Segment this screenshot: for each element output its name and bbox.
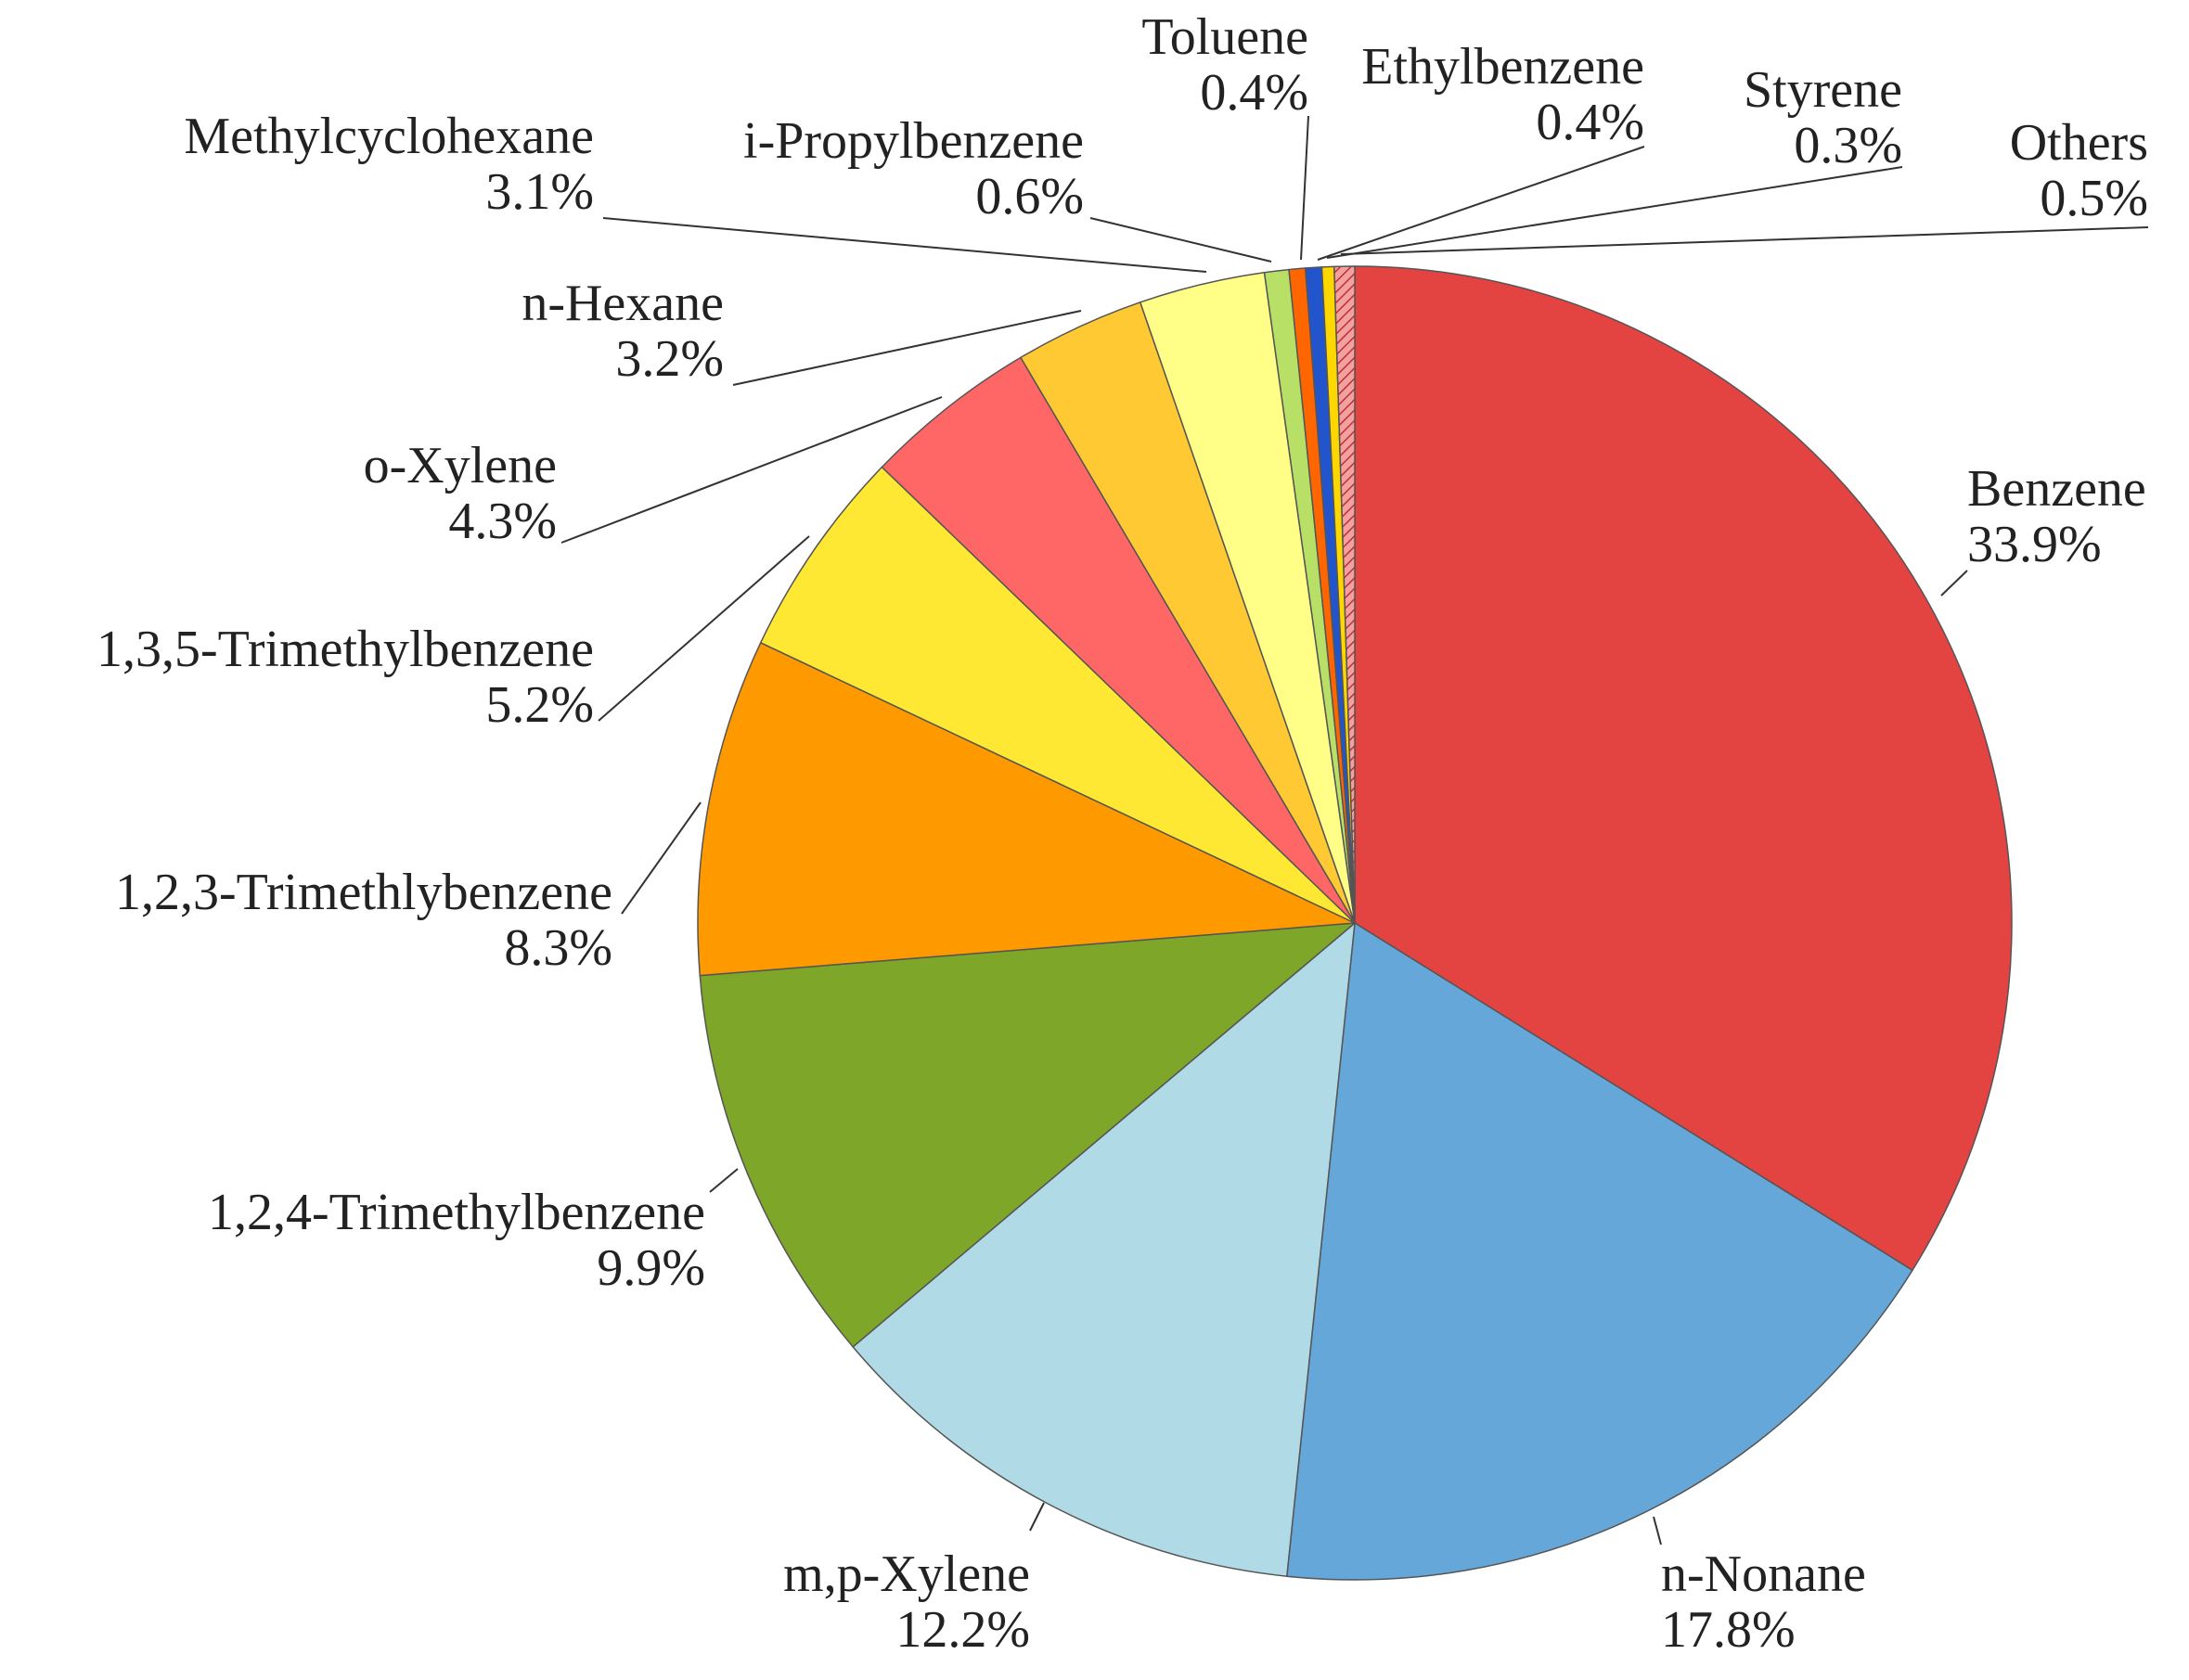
slice-percent-label: 8.3% — [504, 919, 612, 977]
slice-percent-label: 0.3% — [1794, 117, 1902, 174]
pie-slice-n-nonane — [1285, 921, 1913, 1581]
slice-label: Styrene — [1744, 61, 1902, 119]
pie-slice-m-p-xylene — [852, 921, 1356, 1578]
slice-label: Benzene — [1967, 460, 2146, 518]
leader-line — [709, 1168, 739, 1193]
leader-line — [1326, 166, 1903, 259]
slice-label: m,p-Xylene — [783, 1545, 1030, 1603]
slice-percent-label: 0.6% — [975, 168, 1084, 225]
leader-line — [598, 535, 810, 722]
leader-line — [602, 217, 1207, 273]
leader-line — [621, 802, 702, 915]
pie-slice-1-2-4-trimethylbenzene — [699, 922, 1358, 1348]
slice-percent-label: 12.2% — [895, 1601, 1030, 1659]
slice-label: i-Propylbenzene — [743, 112, 1084, 170]
slice-percent-label: 9.9% — [597, 1239, 705, 1297]
pie-slice-benzene — [1354, 265, 2013, 1272]
leader-line — [1940, 570, 1968, 596]
slice-percent-label: 0.5% — [2040, 170, 2148, 227]
pie-slice-1-3-5-trimethylbenzene — [759, 466, 1356, 924]
leader-line — [1300, 115, 1309, 261]
leader-line — [732, 310, 1082, 386]
leader-line — [1340, 226, 2149, 255]
leader-line — [1029, 1502, 1045, 1532]
pie-slice-o-xylene — [881, 356, 1356, 924]
slice-label: Ethylbenzene — [1361, 38, 1644, 96]
slice-percent-label: 17.8% — [1661, 1601, 1796, 1659]
pie-slice-1-2-3-trimethlybenzene — [697, 641, 1358, 977]
leader-line — [1653, 1516, 1662, 1545]
slice-percent-label: 0.4% — [1536, 94, 1644, 151]
slice-percent-label: 5.2% — [485, 676, 594, 734]
slice-percent-label: 4.3% — [448, 493, 557, 550]
slice-percent-label: 3.1% — [485, 163, 594, 221]
slice-label: Others — [2010, 114, 2148, 172]
leader-line — [1089, 217, 1272, 263]
slice-label: Methylcyclohexane — [184, 108, 594, 165]
slice-percent-label: 0.4% — [1200, 64, 1308, 122]
slice-label: 1,2,3-Trimethlybenzene — [115, 864, 612, 921]
pie-slice-others — [1333, 265, 1356, 924]
slice-label: 1,3,5-Trimethylbenzene — [97, 621, 594, 678]
leader-line — [560, 396, 943, 544]
slice-label: n-Hexane — [521, 275, 724, 332]
slice-label: n-Nonane — [1661, 1545, 1866, 1603]
slice-percent-label: 33.9% — [1967, 516, 2102, 573]
slice-label: 1,2,4-Trimethylbenzene — [208, 1184, 705, 1241]
slice-label: o-Xylene — [364, 437, 557, 494]
slice-percent-label: 3.2% — [615, 330, 724, 388]
leader-line — [1317, 146, 1645, 261]
slice-label: Toluene — [1141, 8, 1308, 66]
